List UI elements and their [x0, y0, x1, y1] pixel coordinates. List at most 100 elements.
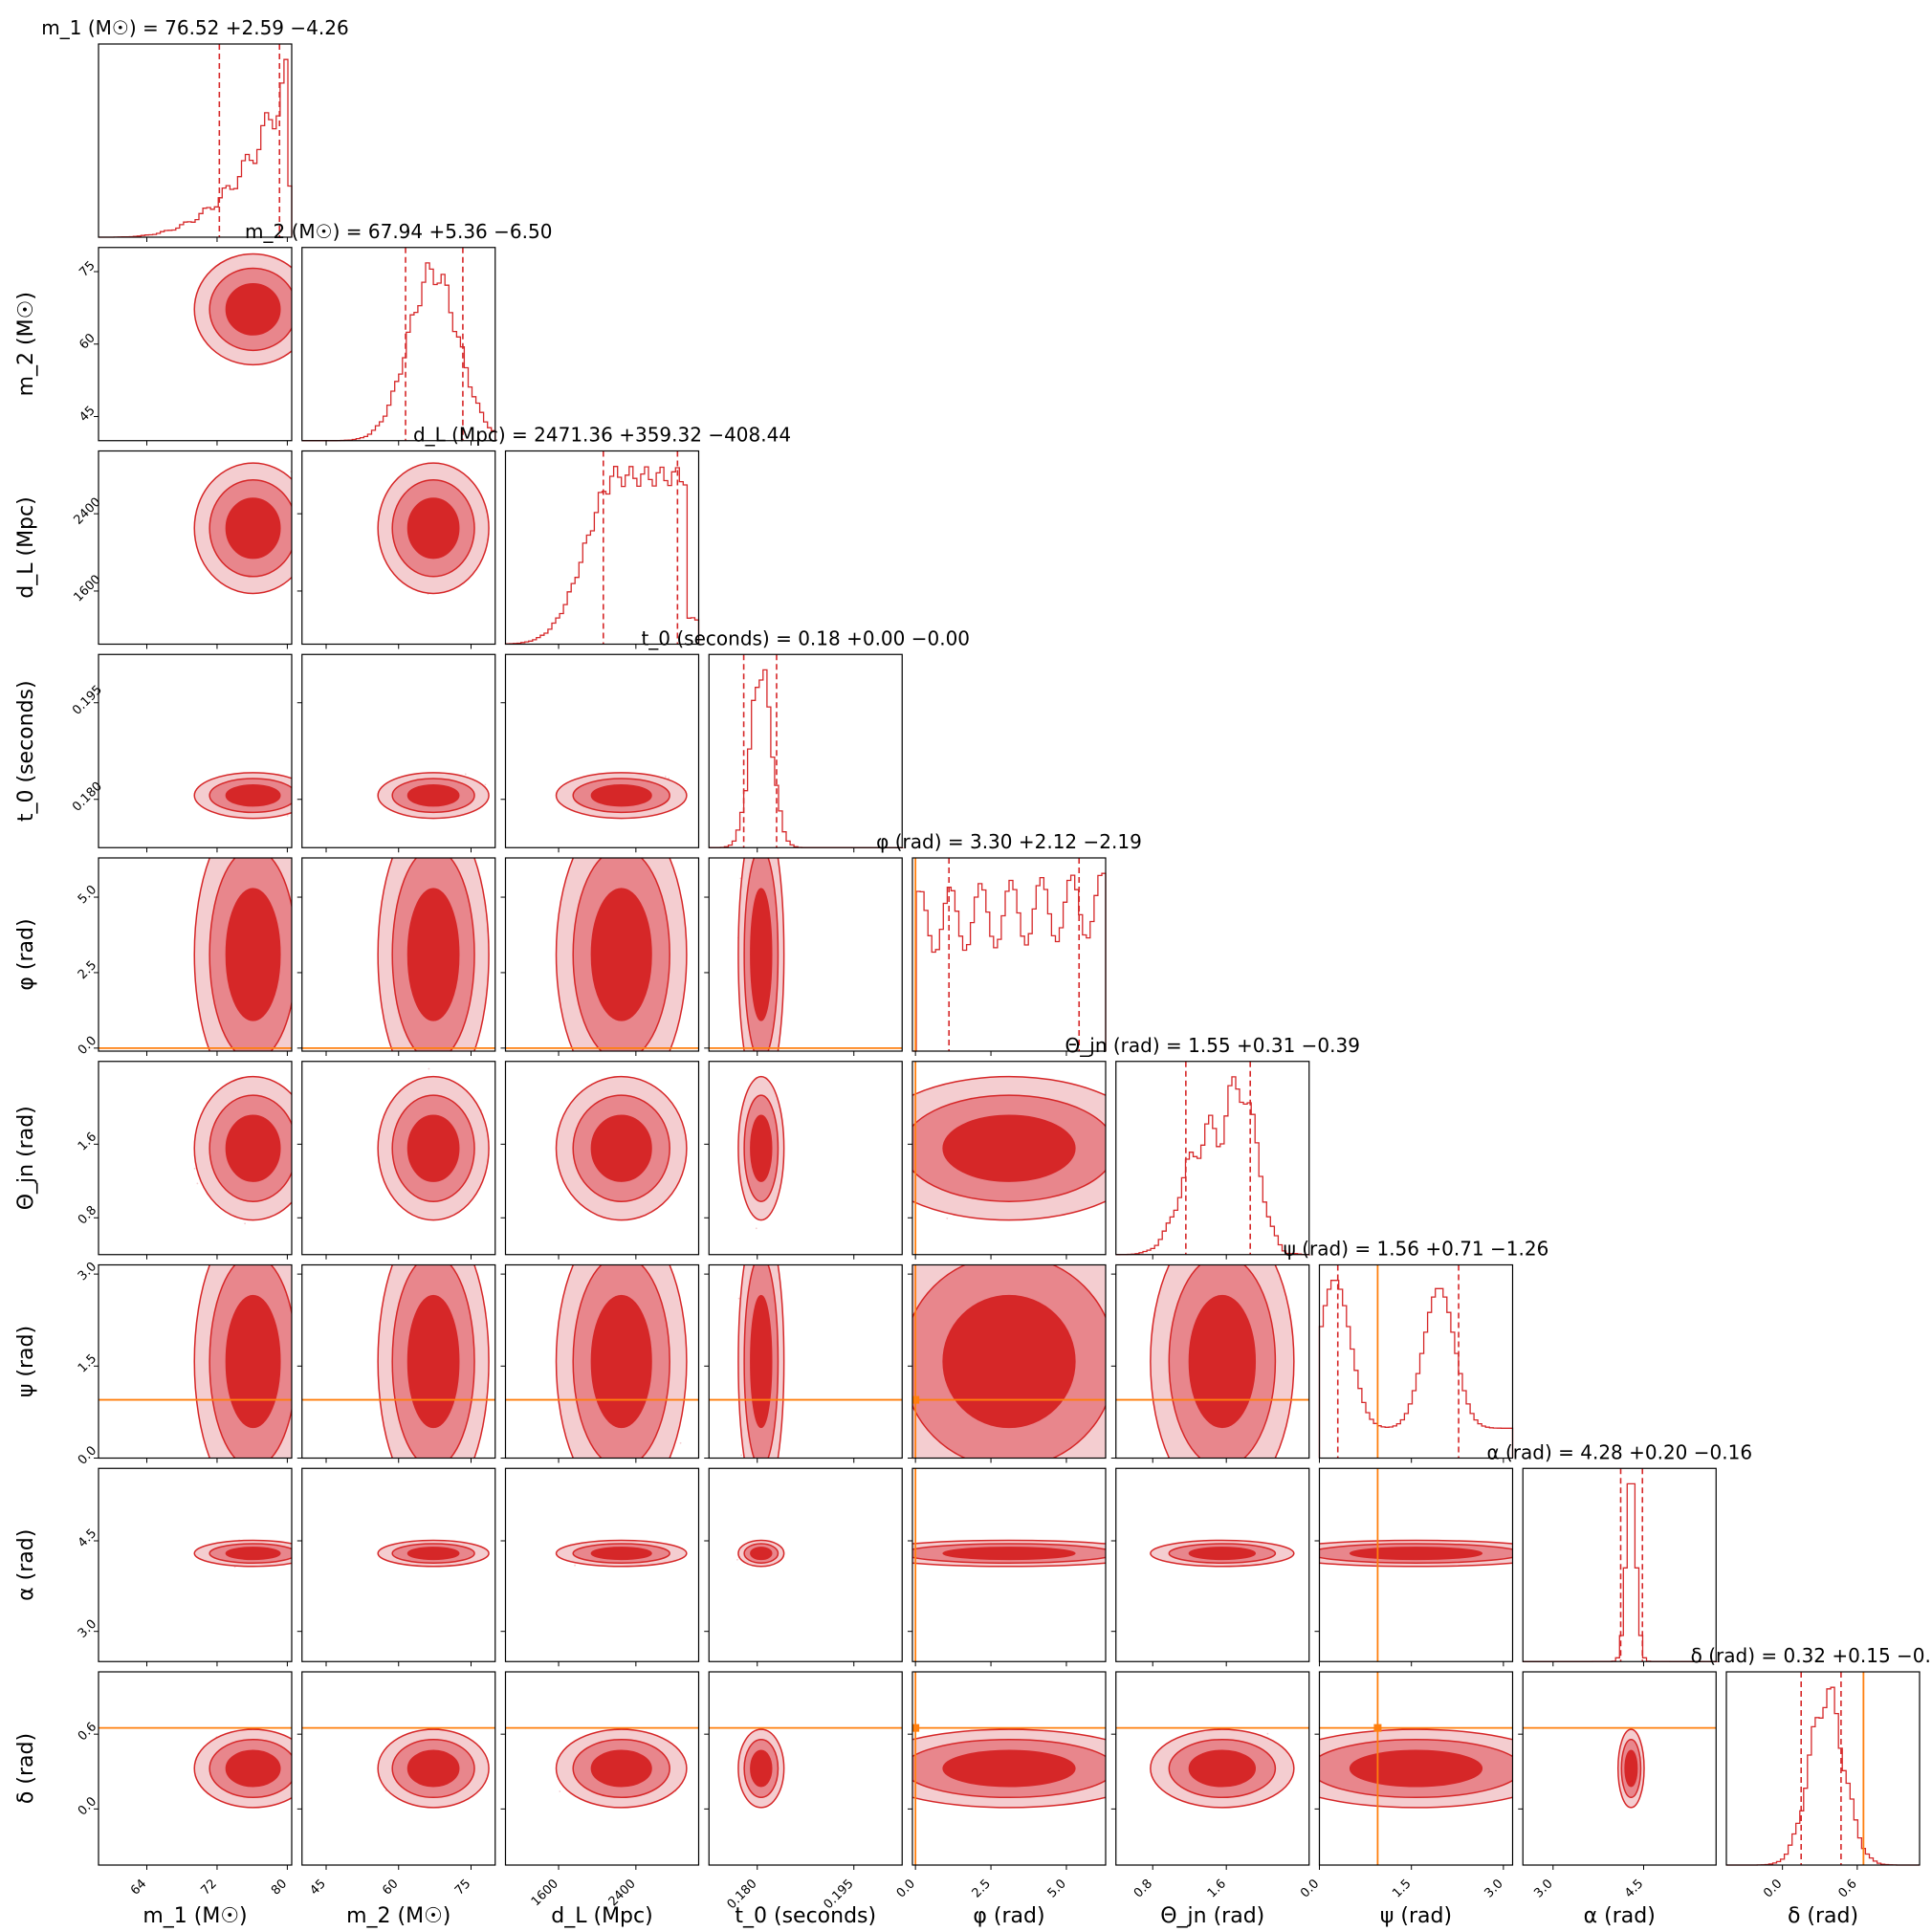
param-title-2: d_L (Mpc) = 2471.36 +359.32 −408.44 — [413, 424, 791, 447]
contour-2 — [406, 784, 460, 807]
param-title-7: α (rad) = 4.28 +0.20 −0.16 — [1486, 1440, 1752, 1463]
y-axis-label-2: d_L (Mpc) — [14, 496, 38, 598]
param-title-6: ψ (rad) = 1.56 +0.71 −1.26 — [1284, 1238, 1549, 1261]
contour-2 — [942, 1749, 1076, 1788]
panel-frame — [708, 1263, 903, 1460]
y-tick-label: 1.5 — [76, 1351, 99, 1375]
panel-4-1 — [296, 857, 496, 1056]
panel-frame — [301, 1467, 496, 1662]
sample-dot — [559, 1790, 561, 1792]
y-tick-label: 45 — [77, 404, 98, 425]
y-axis-label-5: Θ_jn (rad) — [14, 1106, 38, 1210]
y-tick-label: 0.6 — [76, 1720, 99, 1744]
contour-2 — [406, 1547, 460, 1561]
contour-2 — [225, 1114, 281, 1182]
panel-frame — [504, 653, 700, 848]
y-axis-label-4: φ (rad) — [14, 918, 38, 990]
hist-line-1 — [301, 262, 496, 442]
panel-frame — [911, 1263, 1107, 1460]
contour-2 — [590, 784, 652, 807]
panel-frame — [98, 450, 293, 646]
panel-frame — [301, 653, 496, 848]
hist-panel-7: α (rad) = 4.28 +0.20 −0.16 — [1486, 1440, 1752, 1667]
hist-line-2 — [504, 466, 700, 645]
contour-2 — [225, 1749, 281, 1788]
y-tick-label: 60 — [77, 331, 98, 352]
panel-frame — [504, 1671, 700, 1866]
panel-frame — [98, 43, 293, 238]
contour-2 — [1188, 1294, 1257, 1429]
contour-2 — [750, 1547, 773, 1561]
y-tick-label: 3.0 — [76, 1617, 99, 1641]
panel-frame — [98, 653, 293, 848]
panel-frame — [504, 857, 700, 1052]
x-tick-label: 45 — [308, 1877, 329, 1898]
sample-dot — [286, 815, 289, 817]
y-tick-label: 1.6 — [76, 1130, 99, 1153]
y-tick-label: 75 — [77, 258, 98, 279]
sample-dot — [574, 1564, 576, 1567]
panel-7-1 — [296, 1467, 496, 1667]
panel-frame — [98, 857, 293, 1052]
panel-8-1: 45 60 75 — [296, 1671, 496, 1899]
panel-6-5 — [1110, 1263, 1310, 1463]
contour-2 — [1188, 1547, 1257, 1561]
y-tick-label: 0.0 — [76, 1443, 99, 1467]
contour-2 — [1624, 1749, 1638, 1788]
x-tick-label: 1.6 — [1205, 1877, 1229, 1900]
y-axis-label-1: m_2 (M☉) — [14, 292, 38, 396]
contour-2 — [406, 888, 460, 1021]
panel-8-0: 64 72 80 0.0 0.6 — [76, 1671, 293, 1899]
sample-dot — [679, 1441, 682, 1444]
x-tick-label: 4.5 — [1622, 1877, 1646, 1900]
panel-frame — [301, 247, 496, 442]
sample-dot — [740, 1454, 743, 1457]
y-axis-label-7: α (rad) — [14, 1529, 38, 1601]
contour-2 — [750, 1749, 773, 1788]
panel-frame — [98, 1061, 293, 1256]
y-axis-label-8: δ (rad) — [14, 1733, 38, 1804]
contour-2 — [750, 1114, 773, 1182]
panel-frame — [911, 1061, 1107, 1256]
panel-frame — [1115, 1467, 1310, 1662]
panel-frame — [1318, 1671, 1514, 1866]
truth-marker — [1373, 1723, 1382, 1732]
x-axis-label-3: t_0 (seconds) — [735, 1904, 876, 1928]
panel-8-4: 0.0 2.5 5.0 — [894, 1671, 1107, 1900]
panel-frame — [98, 1263, 293, 1460]
x-axis-label-1: m_2 (M☉) — [346, 1904, 450, 1928]
panel-4-0: 0.0 2.5 5.0 — [76, 857, 293, 1058]
panel-frame — [1725, 1671, 1921, 1866]
panel-6-1 — [296, 1263, 496, 1463]
panel-frame — [98, 1467, 293, 1662]
y-tick-label: 5.0 — [76, 883, 99, 907]
x-tick-label: 3.0 — [1482, 1877, 1505, 1900]
panel-8-2: 1600 2400 — [500, 1671, 700, 1909]
panel-6-4 — [908, 1263, 1107, 1463]
panel-frame — [504, 450, 700, 646]
hist-panel-4: φ (rad) = 3.30 +2.12 −2.19 — [876, 830, 1142, 1056]
sample-dot — [664, 776, 667, 778]
sample-dot — [244, 1222, 246, 1225]
x-tick-label: 0.8 — [1131, 1877, 1155, 1900]
hist-panel-6: ψ (rad) = 1.56 +0.71 −1.26 — [1284, 1238, 1549, 1463]
contour-2 — [750, 1294, 773, 1429]
panel-frame — [708, 1061, 903, 1256]
x-axis-label-8: δ (rad) — [1788, 1904, 1858, 1928]
param-title-5: Θ_jn (rad) = 1.55 +0.31 −0.39 — [1065, 1034, 1360, 1057]
x-tick-label: 2.5 — [970, 1877, 994, 1900]
panel-6-2 — [500, 1263, 700, 1463]
contour-2 — [590, 1547, 652, 1561]
panel-8-6: 0.0 1.5 3.0 — [1298, 1671, 1514, 1900]
sample-dot — [1266, 1732, 1269, 1735]
contour-2 — [942, 1114, 1076, 1182]
panel-6-3 — [704, 1263, 903, 1463]
contour-2 — [225, 888, 281, 1021]
hist-line-3 — [708, 669, 904, 848]
panel-frame — [1522, 1467, 1717, 1662]
hist-line-4 — [912, 872, 1107, 1052]
contour-2 — [225, 1294, 281, 1429]
contour-2 — [1188, 1749, 1257, 1788]
sample-dot — [755, 1227, 757, 1230]
